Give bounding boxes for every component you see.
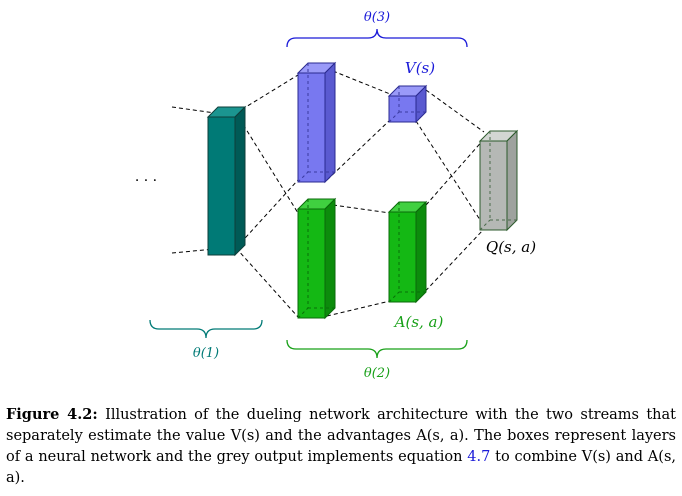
dueling-network-diagram: · · · θ(3) V(s) Q(s, a) A(s, a) θ(1) θ(2… [135, 10, 536, 381]
theta2-brace [286, 339, 468, 359]
q-output-box [478, 129, 519, 232]
dashed-connections [171, 70, 485, 318]
figure-caption: Figure 4.2: Illustration of the dueling … [6, 404, 676, 489]
advantage-label: A(s, a) [393, 313, 444, 331]
advantage-hidden-layer-box [296, 197, 337, 320]
caption-text-part2: to combine V(s) and A(s, a). [6, 449, 676, 486]
equation-reference-link[interactable]: 4.7 [467, 449, 491, 465]
figure-number: Figure 4.2: [6, 406, 98, 423]
theta1-label: θ(1) [193, 346, 219, 361]
value-output-box [387, 84, 428, 124]
theta1-brace [149, 319, 263, 339]
theta3-label: θ(3) [364, 10, 390, 25]
value-hidden-layer-box [296, 61, 337, 184]
q-label: Q(s, a) [486, 238, 536, 256]
theta3-brace [286, 28, 468, 48]
value-label: V(s) [405, 59, 435, 77]
caption-text-part1: Illustration of the dueling network arch… [6, 407, 676, 465]
input-layer-box [206, 105, 247, 257]
theta2-label: θ(2) [364, 366, 390, 381]
advantage-output-box [387, 200, 428, 304]
ellipsis-label: · · · [135, 173, 157, 189]
